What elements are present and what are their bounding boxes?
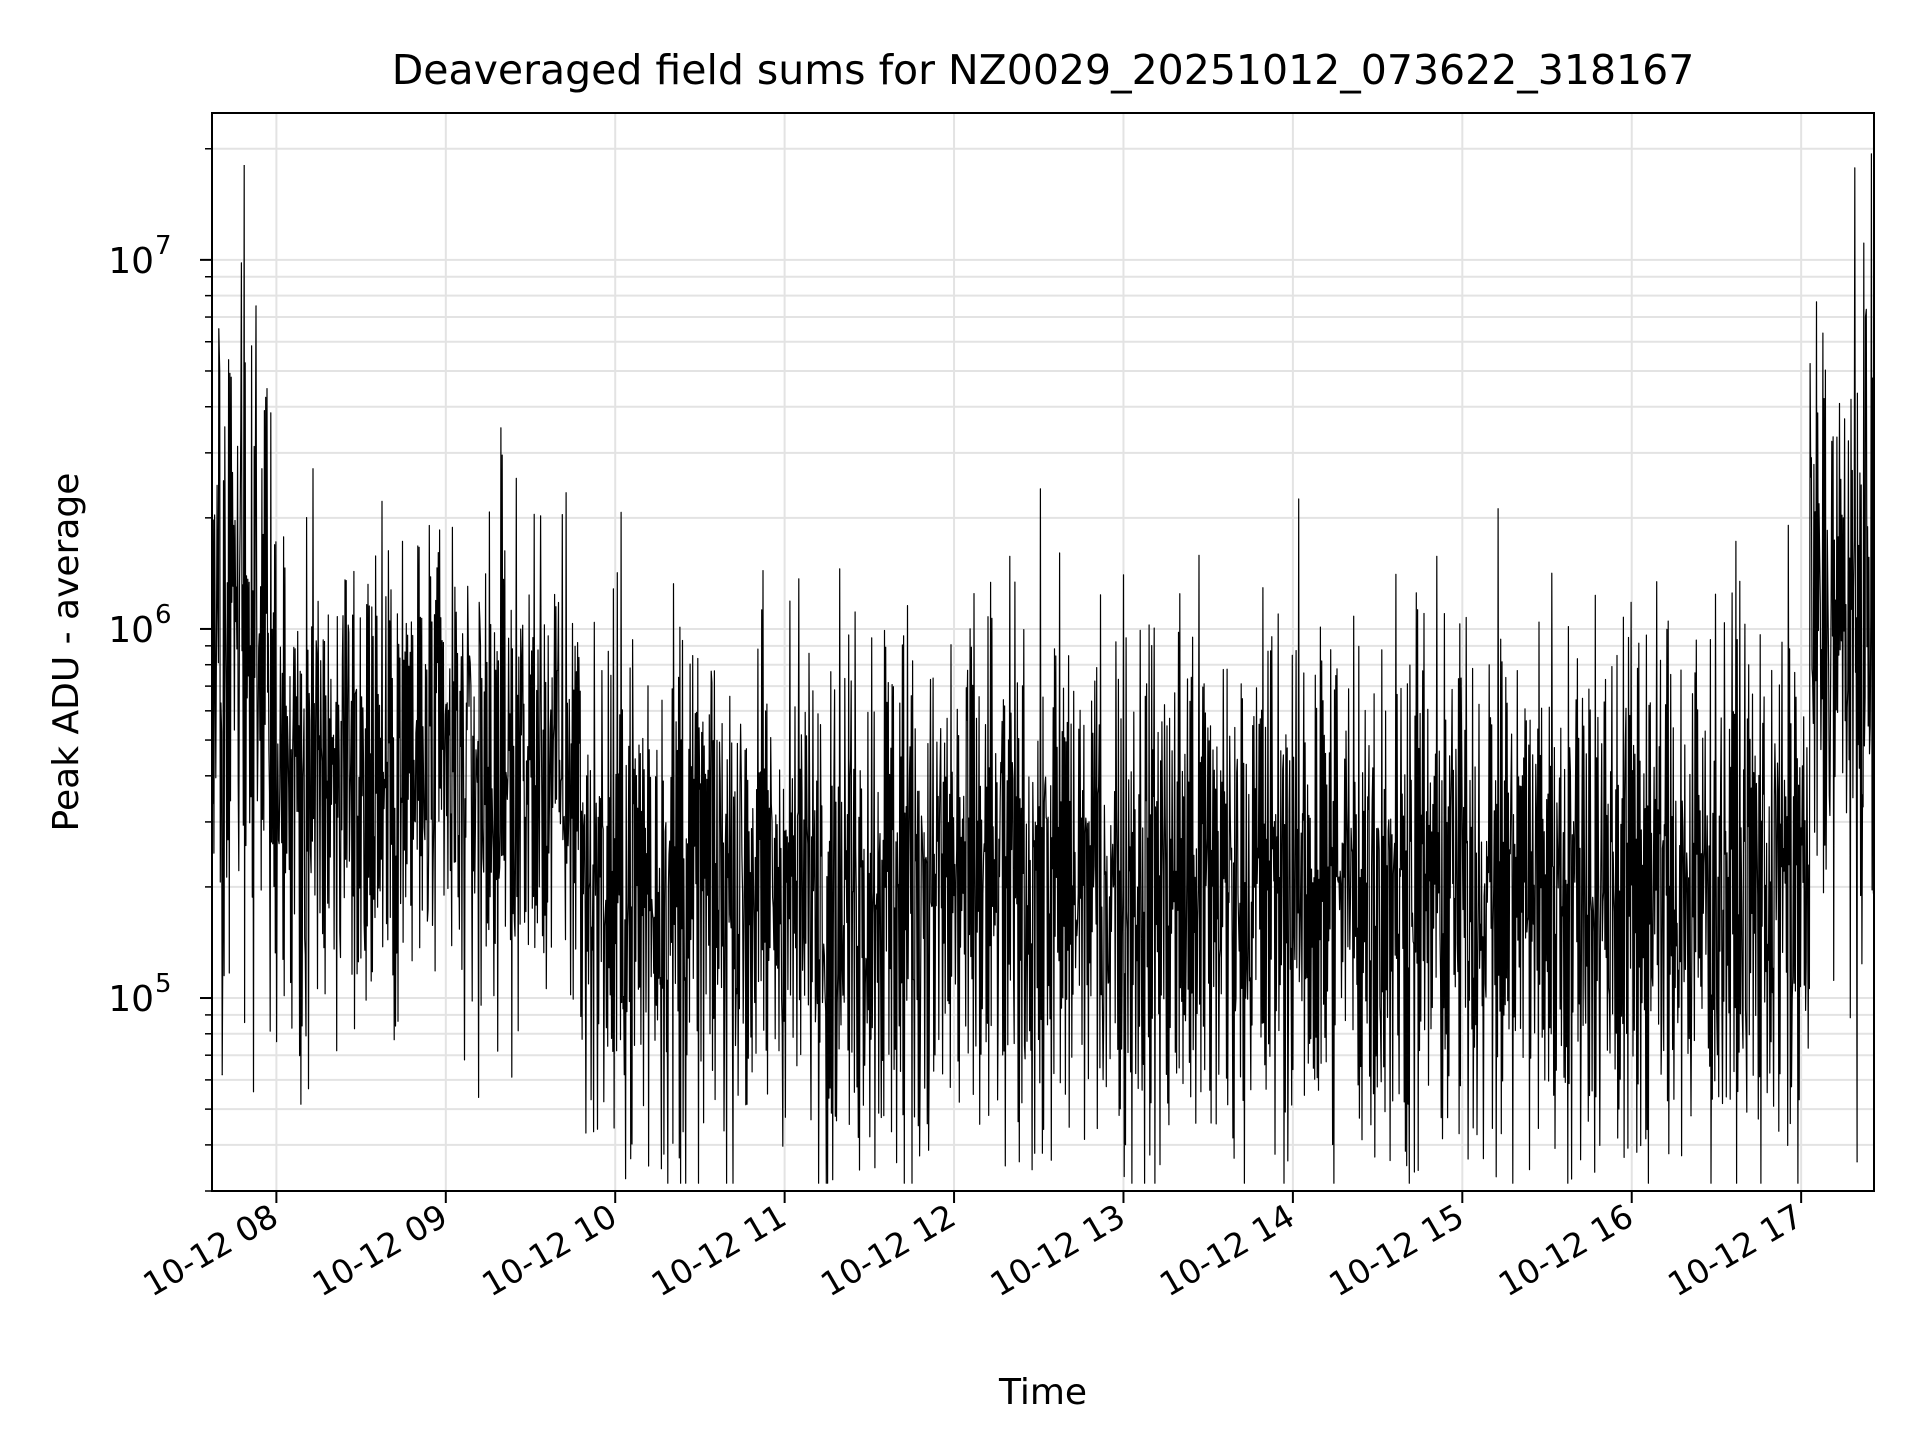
y-axis-label: Peak ADU - average [46, 473, 87, 832]
data-point [1690, 1115, 1692, 1117]
series-line [211, 153, 1875, 1184]
x-axis-label: Time [998, 1372, 1087, 1413]
data-point [1856, 1161, 1858, 1163]
data-point [218, 328, 220, 330]
y-tick-label: 10 [108, 979, 154, 1020]
y-tick-label: 10 [108, 610, 154, 651]
y-tick-exponent: 6 [155, 600, 172, 630]
y-tick-label: 10 [108, 241, 154, 282]
y-tick-exponent: 5 [155, 969, 172, 999]
data-point [243, 165, 245, 167]
data-series [211, 153, 1875, 1184]
data-point [255, 305, 257, 307]
data-point [221, 1074, 223, 1076]
y-tick-exponent: 7 [155, 231, 172, 261]
data-point [1864, 316, 1867, 318]
plot-frame [211, 112, 1875, 1192]
chart-title: Deaveraged field sums for NZ0029_2025101… [392, 46, 1695, 94]
